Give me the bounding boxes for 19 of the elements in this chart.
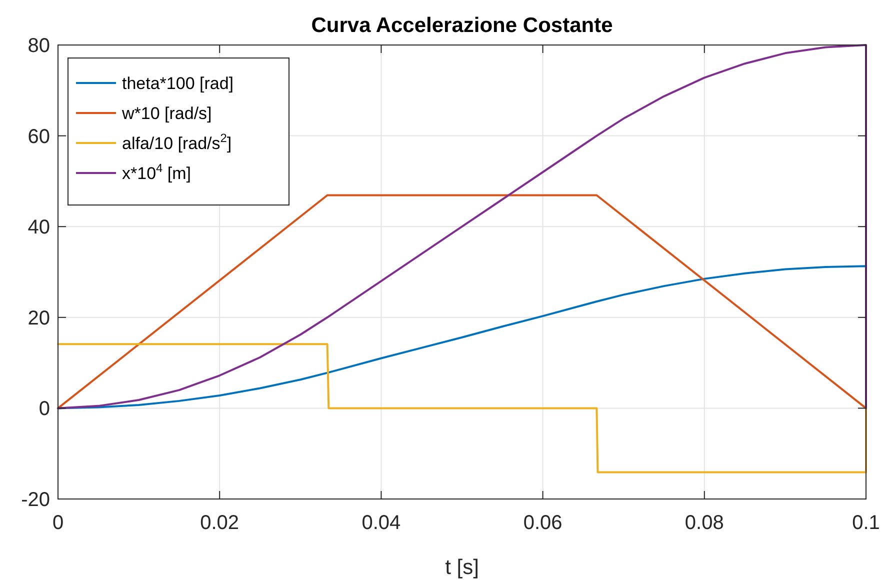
x-tick-label: 0.04 <box>362 512 401 534</box>
legend-label: w*10 [rad/s] <box>121 104 212 123</box>
y-tick-label: 40 <box>28 216 50 239</box>
x-axis-title: t [s] <box>445 556 479 579</box>
x-tick-label: 0.06 <box>523 512 562 534</box>
y-tick-label: 0 <box>38 398 50 420</box>
x-tick-label: 0.08 <box>684 512 724 534</box>
line-series <box>57 44 867 410</box>
y-tick-label: -20 <box>21 489 50 511</box>
x-tick-label: 0.1 <box>852 512 880 534</box>
legend-label: alfa/10 [rad/s$^{2}$] <box>122 131 232 153</box>
x-tick-label: 0 <box>52 512 64 534</box>
y-tick-label: 20 <box>28 307 50 330</box>
y-tick-label: 80 <box>28 35 50 57</box>
y-tick-label: 60 <box>28 126 50 148</box>
x-tick-label: 0.02 <box>200 512 240 534</box>
chart-title: Curva Accelerazione Costante <box>311 14 613 37</box>
legend-label: x*10$^{4}$ [m] <box>122 161 191 183</box>
legend-label: theta*100 [rad] <box>122 74 234 93</box>
